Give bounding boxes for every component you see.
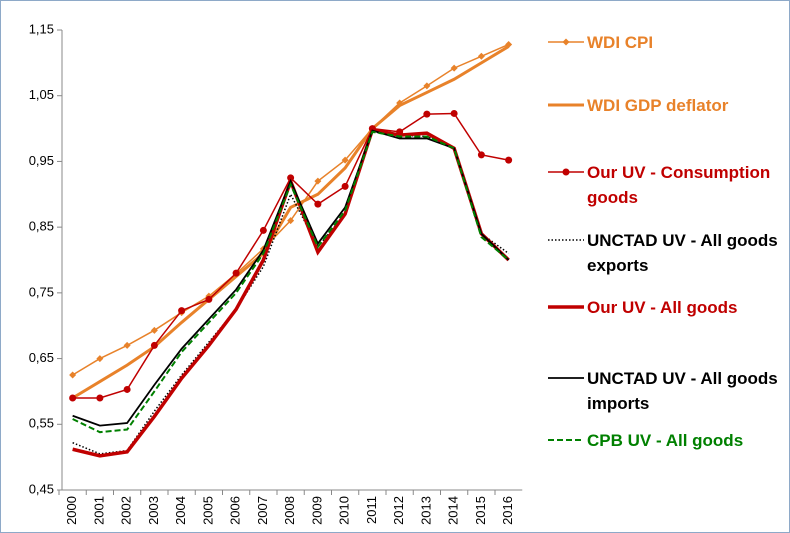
legend-label: Our UV - Consumption goods [587,162,771,207]
legend-marker [562,168,570,176]
y-tick-label: 1,05 [29,87,54,102]
x-tick-label: 2001 [91,496,106,525]
x-tick-label: 2005 [200,496,215,525]
legend-label: UNCTAD UV - All goods imports [587,368,778,413]
x-tick-label: 2011 [364,496,379,524]
point [287,217,295,225]
series-line [72,112,509,399]
point [341,156,349,164]
x-tick-label: 2002 [119,496,134,525]
point [314,177,322,185]
series-line [71,45,510,400]
x-tick-label: 2004 [173,496,188,525]
point [96,394,104,402]
x-tick-label: 2009 [309,496,324,525]
x-tick-label: 2000 [64,496,79,525]
x-tick-label: 2014 [446,496,461,525]
legend-marker [562,38,570,46]
point [423,110,431,118]
series-line [72,129,510,427]
y-tick-label: 0,85 [29,219,54,234]
y-tick-label: 0,45 [29,481,54,496]
y-tick-label: 0,65 [29,350,54,365]
point [314,200,322,208]
x-tick-label: 2016 [500,496,515,525]
x-tick-label: 2010 [337,496,352,525]
x-tick-label: 2007 [255,496,270,525]
point [69,371,77,379]
y-tick-label: 0,95 [29,153,54,168]
legend-label: WDI GDP deflator [587,95,729,115]
x-tick-label: 2006 [228,496,243,525]
point [450,64,458,72]
x-tick-label: 2008 [282,496,297,525]
point [341,182,349,190]
point [259,226,267,234]
point [123,385,131,393]
y-tick-label: 0,75 [29,284,54,299]
point [205,295,213,303]
point [96,355,104,363]
point [69,394,77,402]
y-tick-label: 0,55 [29,416,54,431]
x-tick-label: 2015 [473,496,488,525]
legend-label: UNCTAD UV - All goods exports [587,230,778,275]
x-tick-label: 2012 [391,496,406,525]
point [423,82,431,90]
point [477,151,485,159]
point [505,156,513,164]
legend-label: WDI CPI [587,32,654,52]
point [150,341,158,349]
y-tick-label: 1,15 [29,21,54,36]
point [150,326,158,334]
point [477,52,485,60]
point [178,307,186,315]
legend-label: Our UV - All goods [587,297,738,317]
series-line [72,130,510,434]
point [123,341,131,349]
point [450,109,458,117]
legend-label: CPB UV - All goods [587,430,744,450]
x-tick-label: 2013 [418,496,433,525]
x-tick-label: 2003 [146,496,161,525]
point [232,269,240,277]
